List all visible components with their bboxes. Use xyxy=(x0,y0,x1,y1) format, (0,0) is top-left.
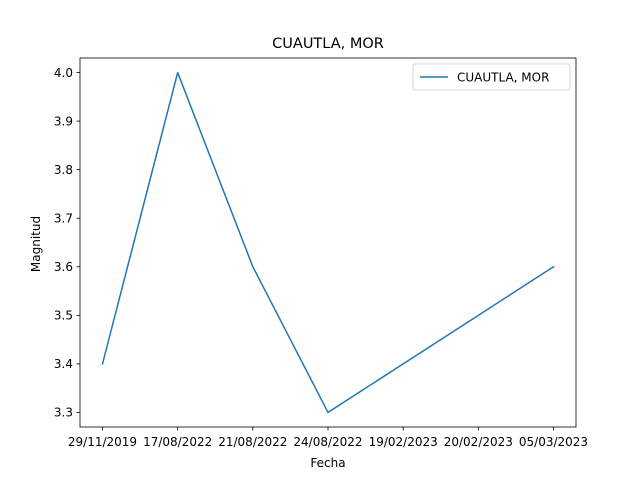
x-axis-label: Fecha xyxy=(310,456,345,470)
x-tick-label: 19/02/2023 xyxy=(369,435,438,449)
x-tick-label: 29/11/2019 xyxy=(68,435,137,449)
x-tick-label: 20/02/2023 xyxy=(444,435,513,449)
y-tick-label: 3.7 xyxy=(54,212,73,226)
legend-entry: CUAUTLA, MOR xyxy=(457,70,549,84)
x-tick-label: 17/08/2022 xyxy=(143,435,212,449)
chart-title: CUAUTLA, MOR xyxy=(272,36,384,52)
legend-box xyxy=(412,63,571,91)
y-tick-label: 3.4 xyxy=(54,357,73,371)
y-axis-label: Magnitud xyxy=(29,216,43,272)
plot-area: 3.3 3.4 3.5 3.6 3.7 3.8 3.9 4.0 29/11/2019 17/08/… xyxy=(54,57,588,449)
y-tick-label: 3.3 xyxy=(54,406,73,420)
y-tick-label: 3.9 xyxy=(54,114,73,128)
x-tick-label: 21/08/2022 xyxy=(218,435,287,449)
x-tick-label: 05/03/2023 xyxy=(519,435,588,449)
y-tick-label: 3.5 xyxy=(54,309,73,323)
y-tick-label: 3.6 xyxy=(54,260,73,274)
x-tick-label: 24/08/2022 xyxy=(293,435,362,449)
y-tick-label: 3.8 xyxy=(54,163,73,177)
series-line xyxy=(101,71,555,414)
y-tick-label: 4.0 xyxy=(54,66,73,80)
